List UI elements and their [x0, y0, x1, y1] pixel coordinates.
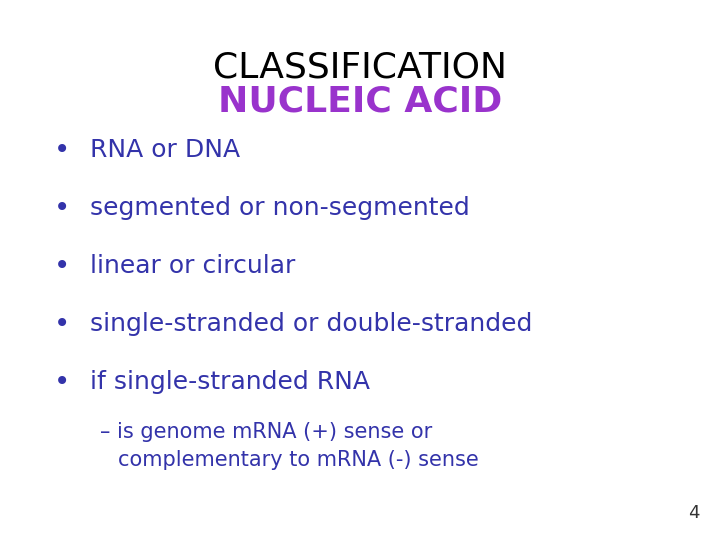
- Text: 4: 4: [688, 504, 700, 522]
- Text: single-stranded or double-stranded: single-stranded or double-stranded: [90, 312, 532, 336]
- Text: – is genome mRNA (+) sense or: – is genome mRNA (+) sense or: [100, 422, 432, 442]
- Text: •: •: [54, 310, 70, 338]
- Text: segmented or non-segmented: segmented or non-segmented: [90, 196, 469, 220]
- Text: •: •: [54, 368, 70, 396]
- Text: RNA or DNA: RNA or DNA: [90, 138, 240, 162]
- Text: complementary to mRNA (-) sense: complementary to mRNA (-) sense: [118, 450, 479, 470]
- Text: •: •: [54, 194, 70, 222]
- Text: •: •: [54, 136, 70, 164]
- Text: NUCLEIC ACID: NUCLEIC ACID: [218, 85, 502, 119]
- Text: linear or circular: linear or circular: [90, 254, 295, 278]
- Text: CLASSIFICATION: CLASSIFICATION: [213, 50, 507, 84]
- Text: •: •: [54, 252, 70, 280]
- Text: if single-stranded RNA: if single-stranded RNA: [90, 370, 370, 394]
